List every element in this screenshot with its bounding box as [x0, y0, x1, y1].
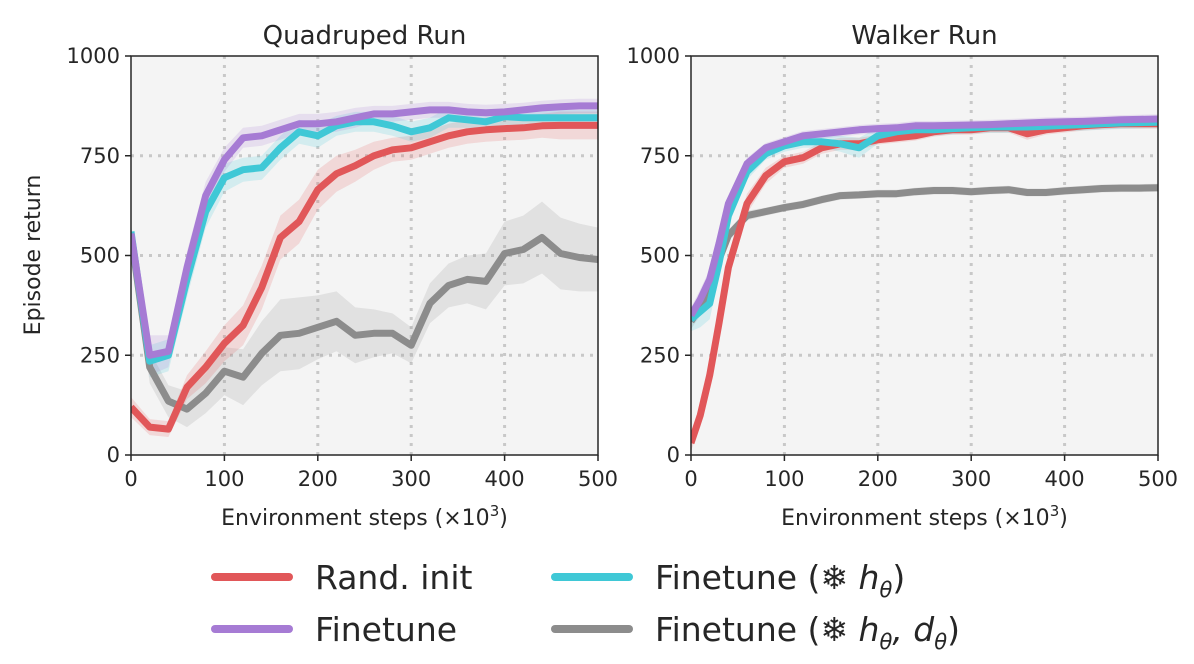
legend-item-finetune-h-d: Finetune (❄ hθ, dθ): [551, 610, 960, 654]
legend-item-finetune-h: Finetune (❄ hθ): [551, 558, 905, 602]
x-tick-label: 0: [684, 467, 697, 491]
legend-label: Finetune (❄ hθ, dθ): [655, 610, 960, 654]
band-finetune-h: [131, 107, 598, 378]
x-tick-label: 100: [204, 467, 244, 491]
x-tick-label: 200: [298, 467, 338, 491]
series-layer: [691, 114, 1158, 451]
y-tick-label: 750: [80, 144, 120, 168]
y-tick-label: 750: [640, 144, 680, 168]
y-tick-label: 1000: [67, 44, 120, 68]
legend-label: Finetune: [315, 610, 457, 649]
x-axis-label: Environment steps (×103): [781, 502, 1068, 531]
x-tick-label: 100: [764, 467, 804, 491]
y-tick-label: 250: [640, 343, 680, 367]
y-tick-label: 0: [107, 443, 120, 467]
x-tick-label: 300: [951, 467, 991, 491]
x-tick-label: 300: [391, 467, 431, 491]
line-finetune-h: [131, 113, 598, 365]
x-tick-label: 400: [485, 467, 525, 491]
series-layer: [131, 98, 598, 437]
panel-quadruped-run: 0 100 200 300 400 500 0 250 500 750 1000 Quadruped …: [67, 21, 619, 531]
y-axis-label: Episode return: [21, 175, 46, 336]
y-tick-label: 250: [80, 343, 120, 367]
x-tick-label: 500: [1138, 467, 1178, 491]
y-tick-label: 1000: [627, 44, 680, 68]
legend: Rand. init Finetune Finetune (❄ hθ) Finetun…: [211, 558, 960, 654]
panel-walker-run: 0 100 200 300 400 500 0 250 500 750 1000 Walker Run…: [627, 21, 1179, 531]
y-tick-label: 0: [667, 443, 680, 467]
line-finetune-h-d: [131, 234, 598, 413]
x-tick-label: 400: [1045, 467, 1085, 491]
x-axis-label: Environment steps (×103): [221, 502, 508, 531]
line-finetune: [131, 102, 598, 359]
line-rand-init: [131, 121, 598, 433]
legend-item-rand-init: Rand. init: [211, 558, 473, 597]
legend-label: Finetune (❄ hθ): [655, 558, 905, 602]
chart-title: Walker Run: [851, 21, 997, 51]
legend-label: Rand. init: [315, 558, 473, 597]
legend-item-finetune: Finetune: [211, 610, 457, 649]
chart-title: Quadruped Run: [263, 21, 467, 51]
x-tick-label: 200: [858, 467, 898, 491]
line-finetune: [691, 115, 1158, 318]
y-tick-label: 500: [80, 244, 120, 268]
x-tick-label: 500: [578, 467, 618, 491]
y-tick-label: 500: [640, 244, 680, 268]
x-tick-label: 0: [124, 467, 137, 491]
